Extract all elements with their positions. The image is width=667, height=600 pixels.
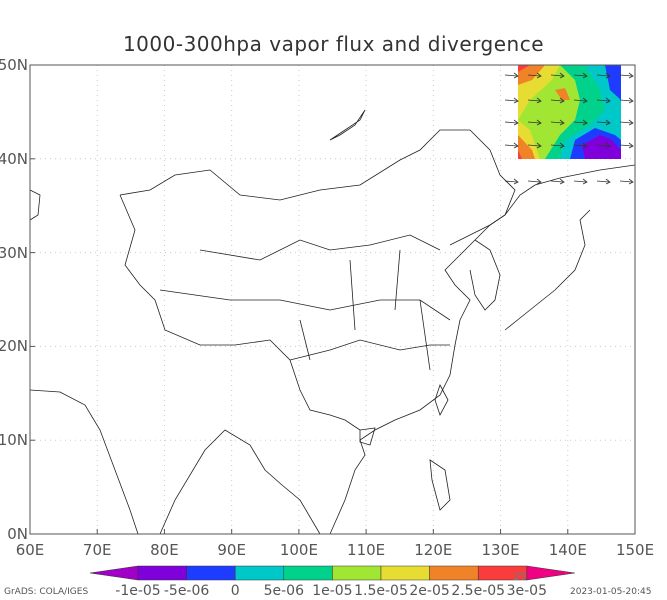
x-tick-label: 60E [15,541,45,559]
flux-vector [573,97,588,104]
flux-vector [504,72,519,79]
colorbar-label: 2.5e-05 [451,583,506,599]
x-tick-label: 110E [347,541,386,559]
vapor-flux-vectors [504,72,634,185]
flux-vector [573,178,588,185]
colorbar-label: -1e-05 [115,583,161,599]
flux-vector [504,142,519,149]
flux-vector [504,97,519,104]
gridlines [30,65,635,534]
vector-reference-label: 25 [513,570,527,583]
grads-credit: GrADS: COLA/IGES [4,587,89,597]
timestamp: 2023-01-05-20:45 [570,587,652,597]
x-tick-label: 80E [150,541,179,559]
flux-vector [550,178,565,185]
y-tick-label: 50N [0,56,28,74]
flux-vector [619,178,634,185]
flux-vector [527,72,542,79]
colorbar-swatch [137,565,187,581]
flux-vector [573,142,588,149]
colorbar-min-arrow [89,565,139,581]
flux-vector [596,72,611,79]
flux-vector [527,178,542,185]
flux-vector [527,142,542,149]
colorbar-swatch [429,565,479,581]
flux-vector [550,97,565,104]
flux-vector [527,119,542,126]
inset-divergence-field [518,65,621,159]
x-tick-label: 90E [217,541,246,559]
y-tick-label: 0N [7,525,28,543]
x-tick-label: 100E [279,541,318,559]
flux-vector [527,97,542,104]
flux-vector [504,119,519,126]
colorbar-swatch [380,565,430,581]
colorbar-label: 3e-05 [506,583,547,599]
plot-title: 1000-300hpa vapor flux and divergence [122,32,545,56]
flux-vector [619,119,634,126]
flux-vector [596,178,611,185]
colorbar-label: -5e-06 [163,583,210,599]
x-tick-label: 130E [481,541,520,559]
flux-vector [619,97,634,104]
flux-vector [596,97,611,104]
colorbar-label: 2e-05 [409,583,450,599]
flux-vector [550,72,565,79]
colorbar-swatch [332,565,382,581]
flux-vector [550,142,565,149]
flux-vector [550,119,565,126]
colorbar [89,565,575,581]
flux-vector [596,119,611,126]
flux-vector [573,72,588,79]
x-tick-label: 150E [615,541,655,559]
x-tick-label: 70E [82,541,112,559]
y-tick-label: 10N [0,431,28,450]
flux-vector [573,119,588,126]
colorbar-label: 0 [230,583,240,599]
colorbar-max-arrow [526,565,575,581]
coastlines [29,109,636,535]
colorbar-label: 1.5e-05 [354,583,408,599]
flux-vector [619,142,634,149]
colorbar-swatch [234,565,285,581]
y-tick-label: 20N [0,337,28,356]
x-tick-label: 140E [548,541,587,559]
x-tick-label: 120E [414,541,453,559]
colorbar-label: 1e-05 [312,583,353,599]
colorbar-label: 5e-06 [263,583,304,599]
y-tick-label: 30N [0,243,28,262]
country-boundaries [119,129,516,431]
colorbar-swatch [186,565,236,581]
y-tick-label: 40N [0,149,28,168]
flux-vector [619,72,634,79]
flux-vector [504,178,519,185]
flux-vector [596,142,611,149]
colorbar-swatch [283,565,333,581]
